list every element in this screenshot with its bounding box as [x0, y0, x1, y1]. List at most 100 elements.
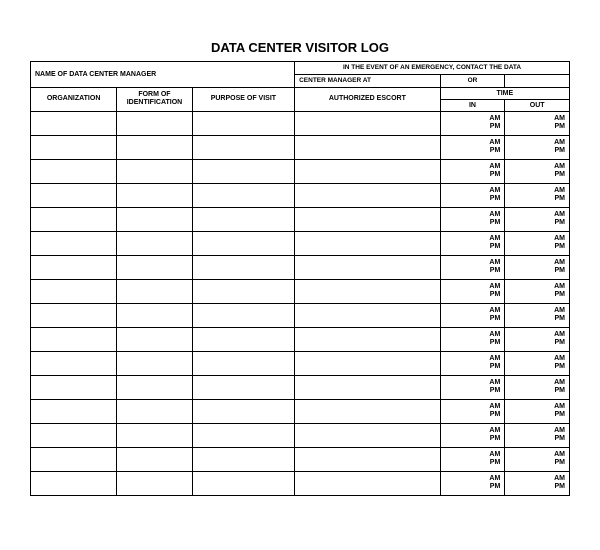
time-out-cell[interactable]: AM PM [505, 471, 570, 495]
cell-empty[interactable] [31, 207, 117, 231]
cell-empty[interactable] [117, 303, 192, 327]
time-in-cell[interactable]: AM PM [440, 399, 505, 423]
cell-empty[interactable] [295, 255, 441, 279]
cell-empty[interactable] [295, 399, 441, 423]
time-in-cell[interactable]: AM PM [440, 303, 505, 327]
time-in-cell[interactable]: AM PM [440, 351, 505, 375]
cell-empty[interactable] [31, 159, 117, 183]
cell-empty[interactable] [117, 159, 192, 183]
time-out-cell[interactable]: AM PM [505, 207, 570, 231]
cell-empty[interactable] [31, 303, 117, 327]
cell-empty[interactable] [117, 471, 192, 495]
cell-empty[interactable] [117, 135, 192, 159]
cell-empty[interactable] [31, 231, 117, 255]
emergency-or: OR [440, 74, 505, 87]
time-out-cell[interactable]: AM PM [505, 375, 570, 399]
cell-empty[interactable] [117, 207, 192, 231]
cell-empty[interactable] [295, 135, 441, 159]
cell-empty[interactable] [295, 183, 441, 207]
header-row: NAME OF DATA CENTER MANAGER IN THE EVENT… [31, 62, 570, 75]
cell-empty[interactable] [295, 279, 441, 303]
cell-empty[interactable] [295, 471, 441, 495]
cell-empty[interactable] [117, 231, 192, 255]
time-in-cell[interactable]: AM PM [440, 255, 505, 279]
cell-empty[interactable] [295, 303, 441, 327]
time-out-cell[interactable]: AM PM [505, 423, 570, 447]
cell-empty[interactable] [31, 447, 117, 471]
cell-empty[interactable] [31, 135, 117, 159]
time-in-cell[interactable]: AM PM [440, 375, 505, 399]
cell-empty[interactable] [295, 351, 441, 375]
cell-empty[interactable] [31, 351, 117, 375]
cell-empty[interactable] [117, 375, 192, 399]
time-out-cell[interactable]: AM PM [505, 111, 570, 135]
cell-empty[interactable] [192, 207, 294, 231]
cell-empty[interactable] [192, 303, 294, 327]
time-out-cell[interactable]: AM PM [505, 183, 570, 207]
cell-empty[interactable] [192, 423, 294, 447]
time-in-cell[interactable]: AM PM [440, 207, 505, 231]
cell-empty[interactable] [31, 423, 117, 447]
cell-empty[interactable] [295, 111, 441, 135]
time-in-cell[interactable]: AM PM [440, 447, 505, 471]
table-row: AM PMAM PM [31, 159, 570, 183]
cell-empty[interactable] [31, 399, 117, 423]
time-out-cell[interactable]: AM PM [505, 159, 570, 183]
time-in-cell[interactable]: AM PM [440, 231, 505, 255]
time-out-cell[interactable]: AM PM [505, 135, 570, 159]
time-in-cell[interactable]: AM PM [440, 183, 505, 207]
cell-empty[interactable] [31, 111, 117, 135]
time-in-cell[interactable]: AM PM [440, 423, 505, 447]
cell-empty[interactable] [31, 279, 117, 303]
cell-empty[interactable] [192, 231, 294, 255]
time-out-cell[interactable]: AM PM [505, 447, 570, 471]
cell-empty[interactable] [31, 255, 117, 279]
cell-empty[interactable] [192, 399, 294, 423]
col-escort: AUTHORIZED ESCORT [295, 87, 441, 111]
cell-empty[interactable] [295, 375, 441, 399]
cell-empty[interactable] [295, 231, 441, 255]
time-in-cell[interactable]: AM PM [440, 135, 505, 159]
cell-empty[interactable] [192, 255, 294, 279]
cell-empty[interactable] [192, 471, 294, 495]
cell-empty[interactable] [295, 159, 441, 183]
cell-empty[interactable] [295, 447, 441, 471]
cell-empty[interactable] [31, 183, 117, 207]
cell-empty[interactable] [192, 183, 294, 207]
time-in-cell[interactable]: AM PM [440, 279, 505, 303]
cell-empty[interactable] [31, 471, 117, 495]
cell-empty[interactable] [192, 447, 294, 471]
time-in-cell[interactable]: AM PM [440, 327, 505, 351]
cell-empty[interactable] [192, 135, 294, 159]
time-in-cell[interactable]: AM PM [440, 159, 505, 183]
time-out-cell[interactable]: AM PM [505, 303, 570, 327]
cell-empty[interactable] [192, 279, 294, 303]
time-out-cell[interactable]: AM PM [505, 279, 570, 303]
time-out-cell[interactable]: AM PM [505, 255, 570, 279]
cell-empty[interactable] [192, 375, 294, 399]
cell-empty[interactable] [295, 327, 441, 351]
time-out-cell[interactable]: AM PM [505, 351, 570, 375]
cell-empty[interactable] [117, 399, 192, 423]
cell-empty[interactable] [117, 111, 192, 135]
time-out-cell[interactable]: AM PM [505, 327, 570, 351]
cell-empty[interactable] [295, 423, 441, 447]
cell-empty[interactable] [117, 255, 192, 279]
cell-empty[interactable] [295, 207, 441, 231]
cell-empty[interactable] [192, 327, 294, 351]
time-out-cell[interactable]: AM PM [505, 399, 570, 423]
cell-empty[interactable] [192, 351, 294, 375]
time-in-cell[interactable]: AM PM [440, 471, 505, 495]
cell-empty[interactable] [117, 327, 192, 351]
cell-empty[interactable] [31, 375, 117, 399]
cell-empty[interactable] [31, 327, 117, 351]
cell-empty[interactable] [117, 351, 192, 375]
cell-empty[interactable] [192, 159, 294, 183]
cell-empty[interactable] [117, 423, 192, 447]
cell-empty[interactable] [117, 183, 192, 207]
cell-empty[interactable] [117, 279, 192, 303]
time-out-cell[interactable]: AM PM [505, 231, 570, 255]
cell-empty[interactable] [192, 111, 294, 135]
cell-empty[interactable] [117, 447, 192, 471]
time-in-cell[interactable]: AM PM [440, 111, 505, 135]
